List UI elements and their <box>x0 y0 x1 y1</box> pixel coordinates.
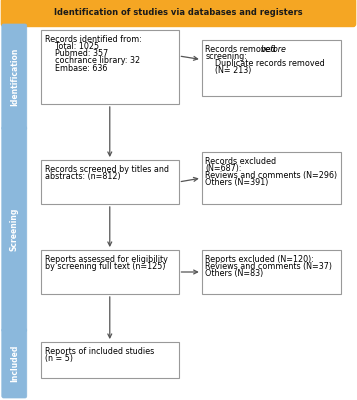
Text: Screening: Screening <box>10 208 19 251</box>
Text: before: before <box>261 45 286 54</box>
Text: Reviews and comments (N=37): Reviews and comments (N=37) <box>205 262 332 271</box>
Text: Identification of studies via databases and registers: Identification of studies via databases … <box>54 8 303 17</box>
FancyBboxPatch shape <box>202 250 341 294</box>
Text: Others (N=83): Others (N=83) <box>205 269 263 278</box>
Text: Duplicate records removed: Duplicate records removed <box>205 59 325 68</box>
Text: (n = 5): (n = 5) <box>45 354 72 363</box>
Text: (N=687):: (N=687): <box>205 164 242 173</box>
Text: Records screened by titles and: Records screened by titles and <box>45 165 169 174</box>
Text: Included: Included <box>10 344 19 382</box>
FancyBboxPatch shape <box>41 30 178 104</box>
Text: by screening full text (n=125): by screening full text (n=125) <box>45 262 165 271</box>
FancyBboxPatch shape <box>202 152 341 204</box>
Text: Reports excluded (N=120):: Reports excluded (N=120): <box>205 255 314 264</box>
Text: Records excluded: Records excluded <box>205 157 276 166</box>
Text: Records removed: Records removed <box>205 45 278 54</box>
Text: Embase: 636: Embase: 636 <box>45 64 107 72</box>
FancyBboxPatch shape <box>2 24 27 130</box>
Text: Others (N=391): Others (N=391) <box>205 178 269 187</box>
Text: Reports assessed for eligibility: Reports assessed for eligibility <box>45 255 167 264</box>
Text: Records identified from:: Records identified from: <box>45 35 141 44</box>
FancyBboxPatch shape <box>2 126 27 332</box>
Text: Total: 1025: Total: 1025 <box>45 42 99 51</box>
FancyBboxPatch shape <box>2 328 27 398</box>
Text: (N= 213): (N= 213) <box>205 66 252 75</box>
Text: screening:: screening: <box>205 52 247 61</box>
FancyBboxPatch shape <box>41 160 178 204</box>
Text: Reviews and comments (N=296): Reviews and comments (N=296) <box>205 171 337 180</box>
Text: Reports of included studies: Reports of included studies <box>45 347 154 356</box>
FancyBboxPatch shape <box>41 342 178 378</box>
FancyBboxPatch shape <box>1 0 356 27</box>
FancyBboxPatch shape <box>202 40 341 96</box>
Text: Identification: Identification <box>10 48 19 106</box>
FancyBboxPatch shape <box>41 250 178 294</box>
Text: cochrance library: 32: cochrance library: 32 <box>45 56 140 65</box>
Text: abstracts: (n=812): abstracts: (n=812) <box>45 172 120 181</box>
Text: Pubmed: 357: Pubmed: 357 <box>45 49 108 58</box>
